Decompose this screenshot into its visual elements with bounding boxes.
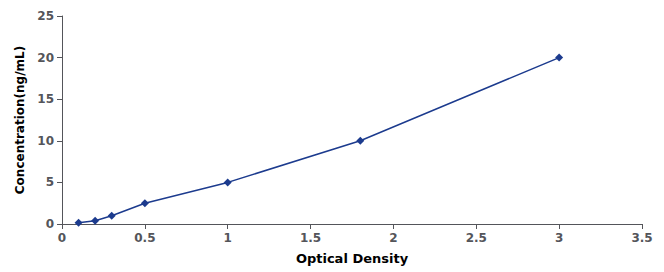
svg-text:15: 15: [37, 92, 54, 106]
svg-text:5: 5: [46, 175, 54, 189]
svg-text:0: 0: [46, 217, 54, 231]
svg-text:1.5: 1.5: [300, 231, 321, 245]
svg-text:2.5: 2.5: [466, 231, 487, 245]
svg-text:Concentration(ng/mL): Concentration(ng/mL): [13, 46, 27, 194]
svg-text:3.5: 3.5: [631, 231, 652, 245]
svg-text:0.5: 0.5: [134, 231, 155, 245]
svg-text:Optical Density: Optical Density: [296, 251, 409, 266]
svg-text:20: 20: [37, 51, 54, 65]
svg-text:10: 10: [37, 134, 54, 148]
svg-text:25: 25: [37, 9, 54, 23]
svg-text:1: 1: [224, 231, 232, 245]
svg-text:3: 3: [555, 231, 563, 245]
svg-text:2: 2: [389, 231, 397, 245]
svg-text:0: 0: [58, 231, 66, 245]
